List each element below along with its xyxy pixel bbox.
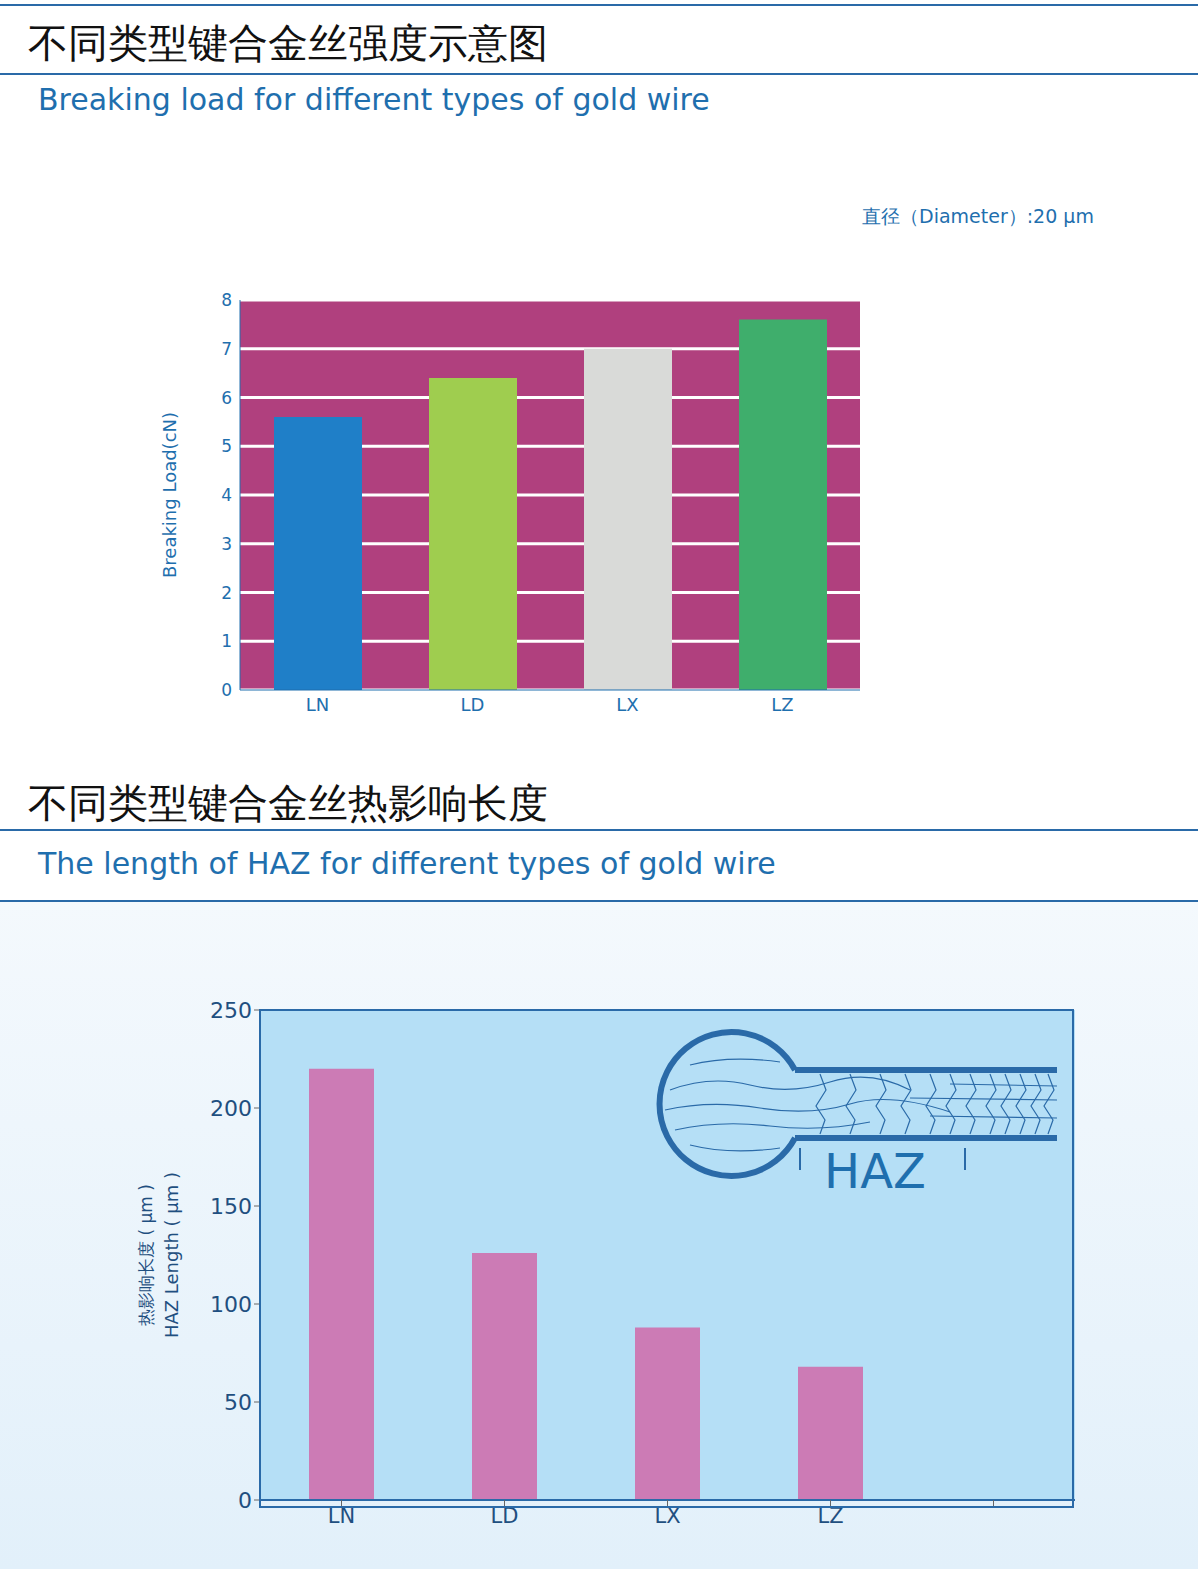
svg-text:LX: LX <box>654 1504 680 1528</box>
svg-text:LZ: LZ <box>771 694 793 715</box>
html-text:不同类型键合金丝强度示意图: 不同类型键合金丝强度示意图 <box>28 20 548 66</box>
svg-text:4: 4 <box>221 485 232 505</box>
svg-text:HAZ: HAZ <box>824 1143 926 1199</box>
svg-text:100: 100 <box>210 1292 252 1317</box>
svg-text:200: 200 <box>210 1096 252 1121</box>
svg-text:250: 250 <box>210 998 252 1023</box>
svg-text:热影响长度 ( μm ): 热影响长度 ( μm ) <box>136 1184 156 1326</box>
html-text:直径（Diameter）:20 μm: 直径（Diameter）:20 μm <box>862 205 1094 227</box>
svg-text:1: 1 <box>221 631 232 651</box>
html-text:Breaking load for different ty: Breaking load for different types of gol… <box>38 82 710 117</box>
svg-text:LX: LX <box>616 694 638 715</box>
svg-text:8: 8 <box>221 290 232 310</box>
svg-text:0: 0 <box>221 680 232 700</box>
svg-text:50: 50 <box>224 1390 252 1415</box>
svg-text:6: 6 <box>221 388 232 408</box>
svg-text:3: 3 <box>221 534 232 554</box>
svg-text:LZ: LZ <box>817 1504 843 1528</box>
svg-text:LD: LD <box>491 1504 519 1528</box>
svg-text:150: 150 <box>210 1194 252 1219</box>
svg-text:LN: LN <box>306 694 330 715</box>
svg-text:HAZ Length ( μm ): HAZ Length ( μm ) <box>161 1172 182 1338</box>
svg-text:Breaking Load(cN): Breaking Load(cN) <box>159 412 180 578</box>
html-text:不同类型键合金丝热影响长度: 不同类型键合金丝热影响长度 <box>28 780 548 826</box>
svg-text:0: 0 <box>238 1488 252 1513</box>
svg-text:LD: LD <box>461 694 485 715</box>
html-text:The length of HAZ for differen: The length of HAZ for different types of… <box>38 846 776 881</box>
svg-text:7: 7 <box>221 339 232 359</box>
svg-text:5: 5 <box>221 436 232 456</box>
svg-text:2: 2 <box>221 583 232 603</box>
svg-text:LN: LN <box>328 1504 355 1528</box>
